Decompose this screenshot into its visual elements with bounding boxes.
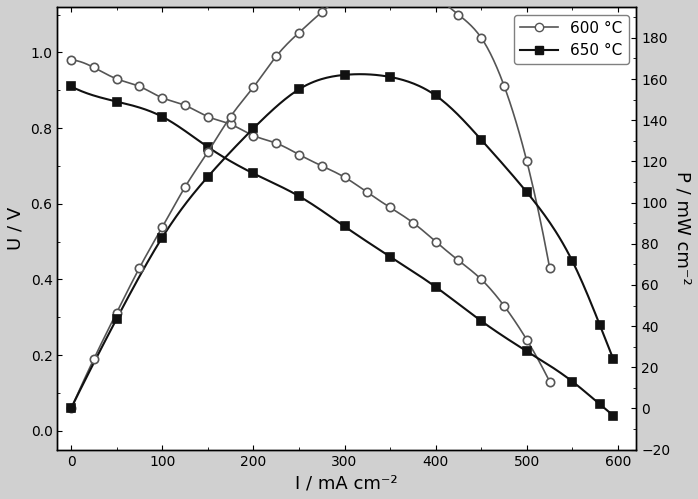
Y-axis label: P / mW cm⁻²: P / mW cm⁻² — [673, 172, 691, 285]
Legend: 600 °C, 650 °C: 600 °C, 650 °C — [514, 14, 629, 64]
X-axis label: I / mA cm⁻²: I / mA cm⁻² — [295, 474, 398, 492]
Y-axis label: U / V: U / V — [7, 207, 25, 250]
